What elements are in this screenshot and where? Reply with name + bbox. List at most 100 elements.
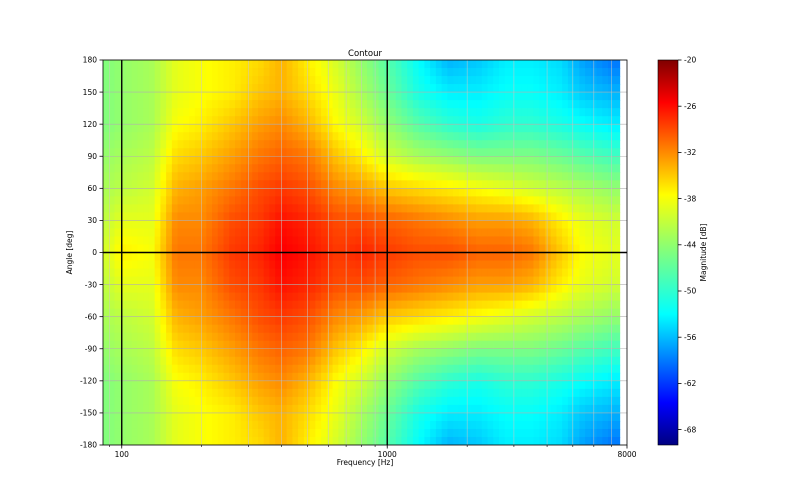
- heatmap-cell: [585, 220, 592, 230]
- heatmap-cell: [298, 108, 305, 117]
- heatmap-cell: [246, 348, 253, 358]
- heatmap-cell: [550, 172, 558, 181]
- heatmap-cell: [481, 124, 489, 133]
- heatmap-cell: [579, 196, 586, 205]
- heatmap-cell: [544, 68, 552, 77]
- heatmap-cell: [579, 284, 586, 294]
- heatmap-cell: [573, 332, 580, 342]
- heatmap-cell: [303, 172, 311, 181]
- heatmap-cell: [493, 252, 500, 262]
- heatmap-cell: [527, 332, 535, 342]
- heatmap-cell: [120, 172, 127, 181]
- heatmap-cell: [464, 396, 471, 406]
- heatmap-cell: [269, 268, 276, 278]
- heatmap-cell: [280, 228, 288, 238]
- heatmap-cell: [430, 180, 437, 189]
- heatmap-cell: [166, 116, 173, 125]
- heatmap-cell: [183, 228, 190, 238]
- heatmap-cell: [200, 108, 207, 117]
- heatmap-cell: [189, 116, 196, 125]
- heatmap-cell: [499, 196, 506, 205]
- heatmap-cell: [194, 116, 202, 125]
- heatmap-cell: [372, 180, 380, 189]
- heatmap-cell: [470, 180, 477, 189]
- heatmap-cell: [412, 324, 420, 334]
- heatmap-cell: [257, 188, 265, 197]
- heatmap-cell: [435, 396, 443, 406]
- heatmap-cell: [257, 284, 265, 294]
- heatmap-cell: [212, 68, 219, 77]
- heatmap-cell: [613, 164, 621, 173]
- heatmap-cell: [303, 308, 311, 318]
- heatmap-cell: [441, 76, 448, 85]
- heatmap-cell: [435, 404, 443, 414]
- heatmap-cell: [476, 124, 483, 133]
- heatmap-cell: [412, 308, 420, 318]
- heatmap-cell: [430, 76, 437, 85]
- heatmap-cell: [326, 292, 334, 302]
- heatmap-cell: [114, 164, 121, 173]
- heatmap-cell: [114, 140, 121, 149]
- heatmap-cell: [160, 388, 167, 398]
- heatmap-cell: [298, 332, 305, 342]
- heatmap-cell: [499, 332, 506, 342]
- heatmap-cell: [435, 308, 443, 318]
- y-tick-label: -60: [85, 312, 97, 321]
- heatmap-cell: [240, 76, 248, 85]
- heatmap-cell: [206, 420, 213, 430]
- heatmap-cell: [131, 340, 139, 350]
- heatmap-cell: [481, 412, 489, 422]
- heatmap-cell: [424, 196, 431, 205]
- heatmap-cell: [235, 60, 242, 69]
- heatmap-cell: [137, 196, 144, 205]
- heatmap-cell: [263, 396, 271, 406]
- heatmap-cell: [464, 220, 471, 230]
- heatmap-cell: [372, 100, 380, 109]
- heatmap-cell: [447, 236, 454, 246]
- heatmap-cell: [154, 92, 161, 101]
- heatmap-cell: [275, 84, 282, 93]
- heatmap-cell: [303, 436, 311, 445]
- heatmap-cell: [326, 196, 334, 205]
- heatmap-cell: [286, 404, 294, 414]
- heatmap-cell: [596, 340, 603, 350]
- heatmap-cell: [125, 300, 133, 310]
- heatmap-cell: [476, 420, 483, 430]
- heatmap-cell: [148, 188, 156, 197]
- heatmap-cell: [194, 244, 202, 254]
- heatmap-cell: [447, 388, 454, 398]
- heatmap-cell: [539, 172, 546, 181]
- heatmap-cell: [252, 76, 259, 85]
- heatmap-cell: [533, 236, 540, 246]
- heatmap-cell: [476, 188, 483, 197]
- heatmap-cell: [499, 180, 506, 189]
- heatmap-cell: [573, 196, 580, 205]
- heatmap-cell: [596, 156, 603, 165]
- heatmap-cell: [487, 116, 494, 125]
- heatmap-cell: [608, 68, 615, 77]
- heatmap-cell: [120, 252, 127, 262]
- heatmap-cell: [424, 388, 431, 398]
- heatmap-cell: [499, 156, 506, 165]
- heatmap-cell: [521, 260, 529, 270]
- heatmap-cell: [349, 172, 357, 181]
- heatmap-cell: [349, 220, 357, 230]
- heatmap-cell: [389, 412, 397, 422]
- heatmap-cell: [223, 196, 230, 205]
- heatmap-cell: [447, 428, 454, 438]
- heatmap-cell: [613, 324, 621, 334]
- heatmap-cell: [143, 156, 150, 165]
- heatmap-cell: [602, 148, 609, 157]
- heatmap-cell: [378, 388, 385, 398]
- heatmap-cell: [556, 300, 563, 310]
- heatmap-cell: [389, 388, 397, 398]
- heatmap-cell: [217, 124, 225, 133]
- heatmap-cell: [487, 124, 494, 133]
- heatmap-cell: [487, 68, 494, 77]
- heatmap-cell: [257, 180, 265, 189]
- heatmap-cell: [367, 92, 374, 101]
- heatmap-cell: [562, 380, 569, 390]
- heatmap-cell: [430, 316, 437, 326]
- heatmap-cell: [200, 148, 207, 157]
- heatmap-cell: [235, 420, 242, 430]
